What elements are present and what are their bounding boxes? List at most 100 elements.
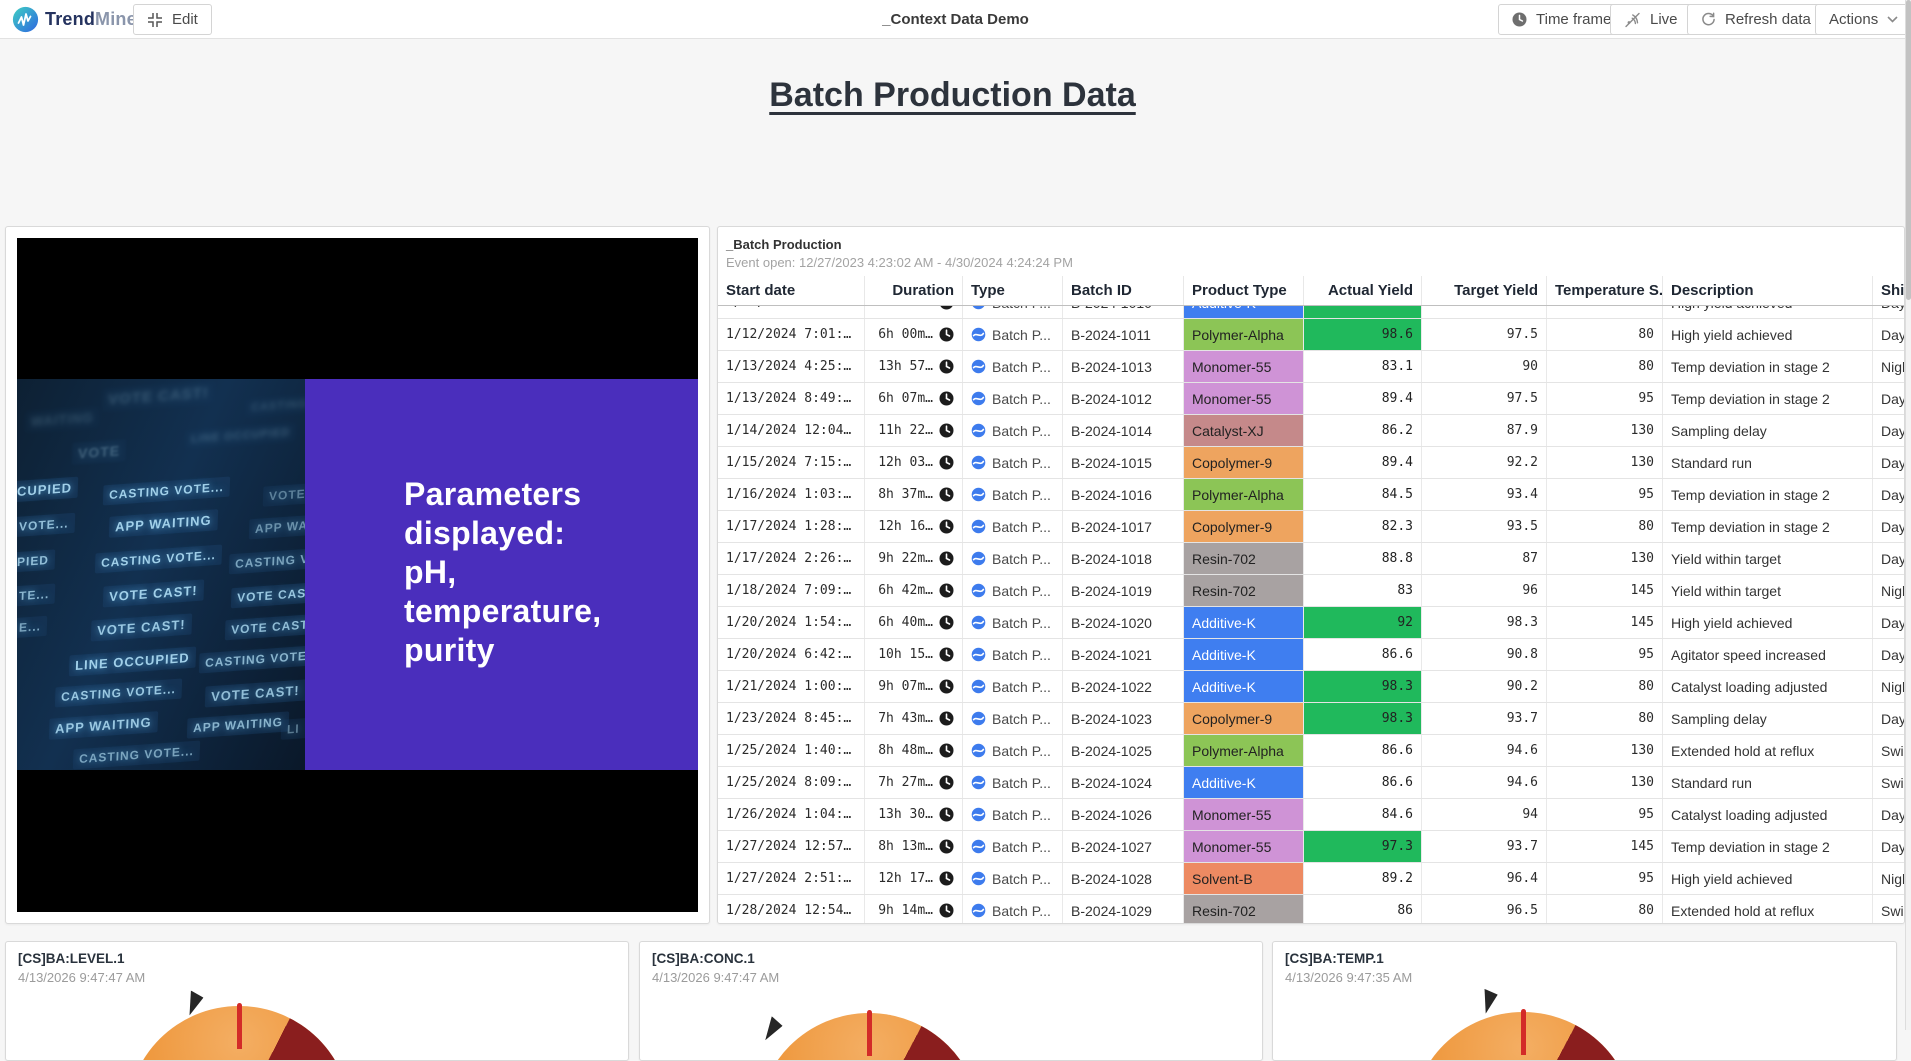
cell-desc: High yield achieved — [1663, 863, 1873, 894]
cell-batch: B-2024-1019 — [1063, 575, 1184, 606]
screen-text-label: APP WAITING — [186, 711, 290, 739]
cell-batch: B-2024-1022 — [1063, 671, 1184, 702]
cell-desc: Temp deviation in stage 2 — [1663, 479, 1873, 510]
cell-product: Additive-K — [1184, 671, 1304, 702]
cell-type: Batch P... — [963, 575, 1063, 606]
batch-context-icon — [971, 871, 986, 886]
table-row[interactable]: 1/25/2024 1:40:… 8h 48m… Batch P... B-2024-… — [718, 735, 1904, 767]
gauge-needle — [1520, 1009, 1526, 1055]
table-row[interactable]: 1/26/2024 1:04:… 13h 30… Batch P... B-2024-… — [718, 799, 1904, 831]
table-row[interactable]: 1/17/2024 1:28:… 12h 16… Batch P... B-2024-… — [718, 511, 1904, 543]
high-yield-highlight: 92 — [1304, 607, 1421, 638]
cell-shift: Day — [1881, 486, 1904, 503]
column-header-shift[interactable]: Shift — [1881, 282, 1904, 299]
cell-temp: 145 — [1547, 306, 1663, 318]
cell-shift: Swing — [1881, 742, 1904, 759]
tag-name: [CS]BA:CONC.1 — [652, 951, 755, 966]
cell-desc: Standard run — [1663, 767, 1873, 798]
column-header-duration[interactable]: Duration — [865, 276, 963, 305]
cell-start: 1/23/2024 8:45:… — [718, 703, 865, 734]
batch-context-icon — [971, 359, 986, 374]
refresh-data-button[interactable]: Refresh data — [1687, 4, 1825, 35]
tag-name: [CS]BA:TEMP.1 — [1285, 951, 1384, 966]
table-row[interactable]: 1/15/2024 7:15:… 12h 03… Batch P... B-2024-… — [718, 447, 1904, 479]
cell-start: 1/25/2024 1:40:… — [718, 735, 865, 766]
caption-line: Parameters — [404, 476, 582, 512]
table-row[interactable]: 1/21/2024 1:00:… 9h 07m… Batch P... B-2024-… — [718, 671, 1904, 703]
live-button[interactable]: Live — [1610, 4, 1692, 35]
refresh-icon — [1702, 12, 1715, 26]
column-header-temp[interactable]: Temperature S... — [1547, 276, 1663, 305]
cell-product: Polymer-Alpha — [1184, 479, 1304, 510]
screen-text-label: VOTE CAST! — [101, 381, 216, 412]
cell-target: 96.4 — [1422, 863, 1547, 894]
gauge-widget[interactable]: [CS]BA:LEVEL.1 4/13/2026 9:47:47 AM — [5, 941, 629, 1061]
cell-desc: Yield within target — [1663, 575, 1873, 606]
batch-context-icon — [971, 615, 986, 630]
table-row[interactable]: 1/13/2024 8:49:… 6h 07m… Batch P... B-2024-… — [718, 383, 1904, 415]
cell-temp: 80 — [1547, 703, 1663, 734]
table-row[interactable]: 1/12/2024 4:55:…10h 40m…Batch P...B-2024… — [718, 306, 1904, 319]
actions-button[interactable]: Actions — [1815, 4, 1911, 35]
product-type-chip: Additive-K — [1184, 607, 1303, 638]
cell-temp: 95 — [1547, 799, 1663, 830]
clock-icon — [939, 551, 954, 566]
gauge-widget[interactable]: [CS]BA:CONC.1 4/13/2026 9:47:47 AM — [639, 941, 1263, 1061]
column-header-start[interactable]: Start date — [718, 276, 865, 305]
high-yield-highlight: 98.3 — [1304, 703, 1421, 734]
column-header-batch[interactable]: Batch ID — [1063, 276, 1184, 305]
table-row[interactable]: 1/27/2024 12:57… 8h 13m… Batch P... B-2024-… — [718, 831, 1904, 863]
cell-start: 1/12/2024 7:01:… — [718, 319, 865, 350]
cell-product: Additive-K — [1184, 306, 1304, 318]
cell-batch: B-2024-1021 — [1063, 639, 1184, 670]
cell-desc: Catalyst loading adjusted — [1663, 671, 1873, 702]
table-row[interactable]: 1/17/2024 2:26:… 9h 22m… Batch P... B-2024-… — [718, 543, 1904, 575]
cell-duration: 8h 48m… — [865, 735, 963, 766]
cell-start: 1/13/2024 4:25:… — [718, 351, 865, 382]
table-row[interactable]: 1/20/2024 1:54:… 6h 40m… Batch P... B-2024-… — [718, 607, 1904, 639]
screen-text-label: PIED — [17, 549, 56, 573]
product-type-chip: Catalyst-XJ — [1184, 415, 1303, 446]
cell-target: 94.6 — [1422, 735, 1547, 766]
cell-product: Resin-702 — [1184, 895, 1304, 923]
column-header-product[interactable]: Product Type — [1184, 276, 1304, 305]
cell-batch: B-2024-1024 — [1063, 767, 1184, 798]
table-row[interactable]: 1/12/2024 7:01:… 6h 00m… Batch P... B-2024-… — [718, 319, 1904, 351]
clipped-table-row: 1/12/2024 4:55:…10h 40m…Batch P...B-2024… — [718, 306, 1904, 319]
gauge-widget[interactable]: [CS]BA:TEMP.1 4/13/2026 9:47:35 AM — [1272, 941, 1897, 1061]
table-row[interactable]: 1/27/2024 2:51:… 12h 17… Batch P... B-2024-… — [718, 863, 1904, 895]
cell-start: 1/17/2024 2:26:… — [718, 543, 865, 574]
scrollbar-thumb[interactable] — [1906, 0, 1911, 300]
trendminer-logo[interactable]: TrendMiner — [12, 6, 144, 33]
table-row[interactable]: 1/13/2024 4:25:… 13h 57… Batch P... B-2024-… — [718, 351, 1904, 383]
time-frame-button[interactable]: Time frame — [1498, 4, 1626, 35]
table-row[interactable]: 1/16/2024 1:03:… 8h 37m… Batch P... B-2024-… — [718, 479, 1904, 511]
cell-temp: 80 — [1547, 319, 1663, 350]
cell-start: 1/27/2024 12:57… — [718, 831, 865, 862]
cell-desc: Temp deviation in stage 2 — [1663, 511, 1873, 542]
column-header-desc[interactable]: Description — [1663, 276, 1873, 305]
table-row[interactable]: 1/18/2024 7:09:… 6h 42m… Batch P... B-2024-… — [718, 575, 1904, 607]
video-frame[interactable]: VOTE CAST! WAITING VOTE LINE OCCUPIED CASTIN… — [17, 238, 698, 912]
table-row[interactable]: 1/23/2024 8:45:… 7h 43m… Batch P... B-2024-… — [718, 703, 1904, 735]
table-row[interactable]: 1/28/2024 12:54… 9h 14m… Batch P... B-2024-… — [718, 895, 1904, 923]
table-row[interactable]: 1/25/2024 8:09:… 7h 27m… Batch P... B-2024-… — [718, 767, 1904, 799]
column-header-target[interactable]: Target Yield — [1422, 276, 1547, 305]
table-row[interactable]: 1/20/2024 6:42:… 10h 15… Batch P... B-2024-… — [718, 639, 1904, 671]
clock-icon — [939, 743, 954, 758]
cell-type: Batch P... — [963, 831, 1063, 862]
cell-start: 1/15/2024 7:15:… — [718, 447, 865, 478]
cell-batch: B-2024-1020 — [1063, 607, 1184, 638]
cell-actual: 86.6 — [1304, 767, 1422, 798]
column-header-type[interactable]: Type — [963, 276, 1063, 305]
cell-actual: 98.6 — [1304, 319, 1422, 350]
column-header-actual[interactable]: Actual Yield — [1304, 276, 1422, 305]
product-type-chip: Additive-K — [1184, 639, 1303, 670]
cell-actual: 82.3 — [1304, 511, 1422, 542]
cell-type: Batch P... — [963, 799, 1063, 830]
caption-line: purity — [404, 632, 495, 669]
edit-button[interactable]: Edit — [133, 4, 212, 35]
table-row[interactable]: 1/14/2024 12:04… 11h 22… Batch P... B-2024-… — [718, 415, 1904, 447]
cell-actual: 84.5 — [1304, 479, 1422, 510]
screen-text-label: E... — [17, 615, 48, 639]
